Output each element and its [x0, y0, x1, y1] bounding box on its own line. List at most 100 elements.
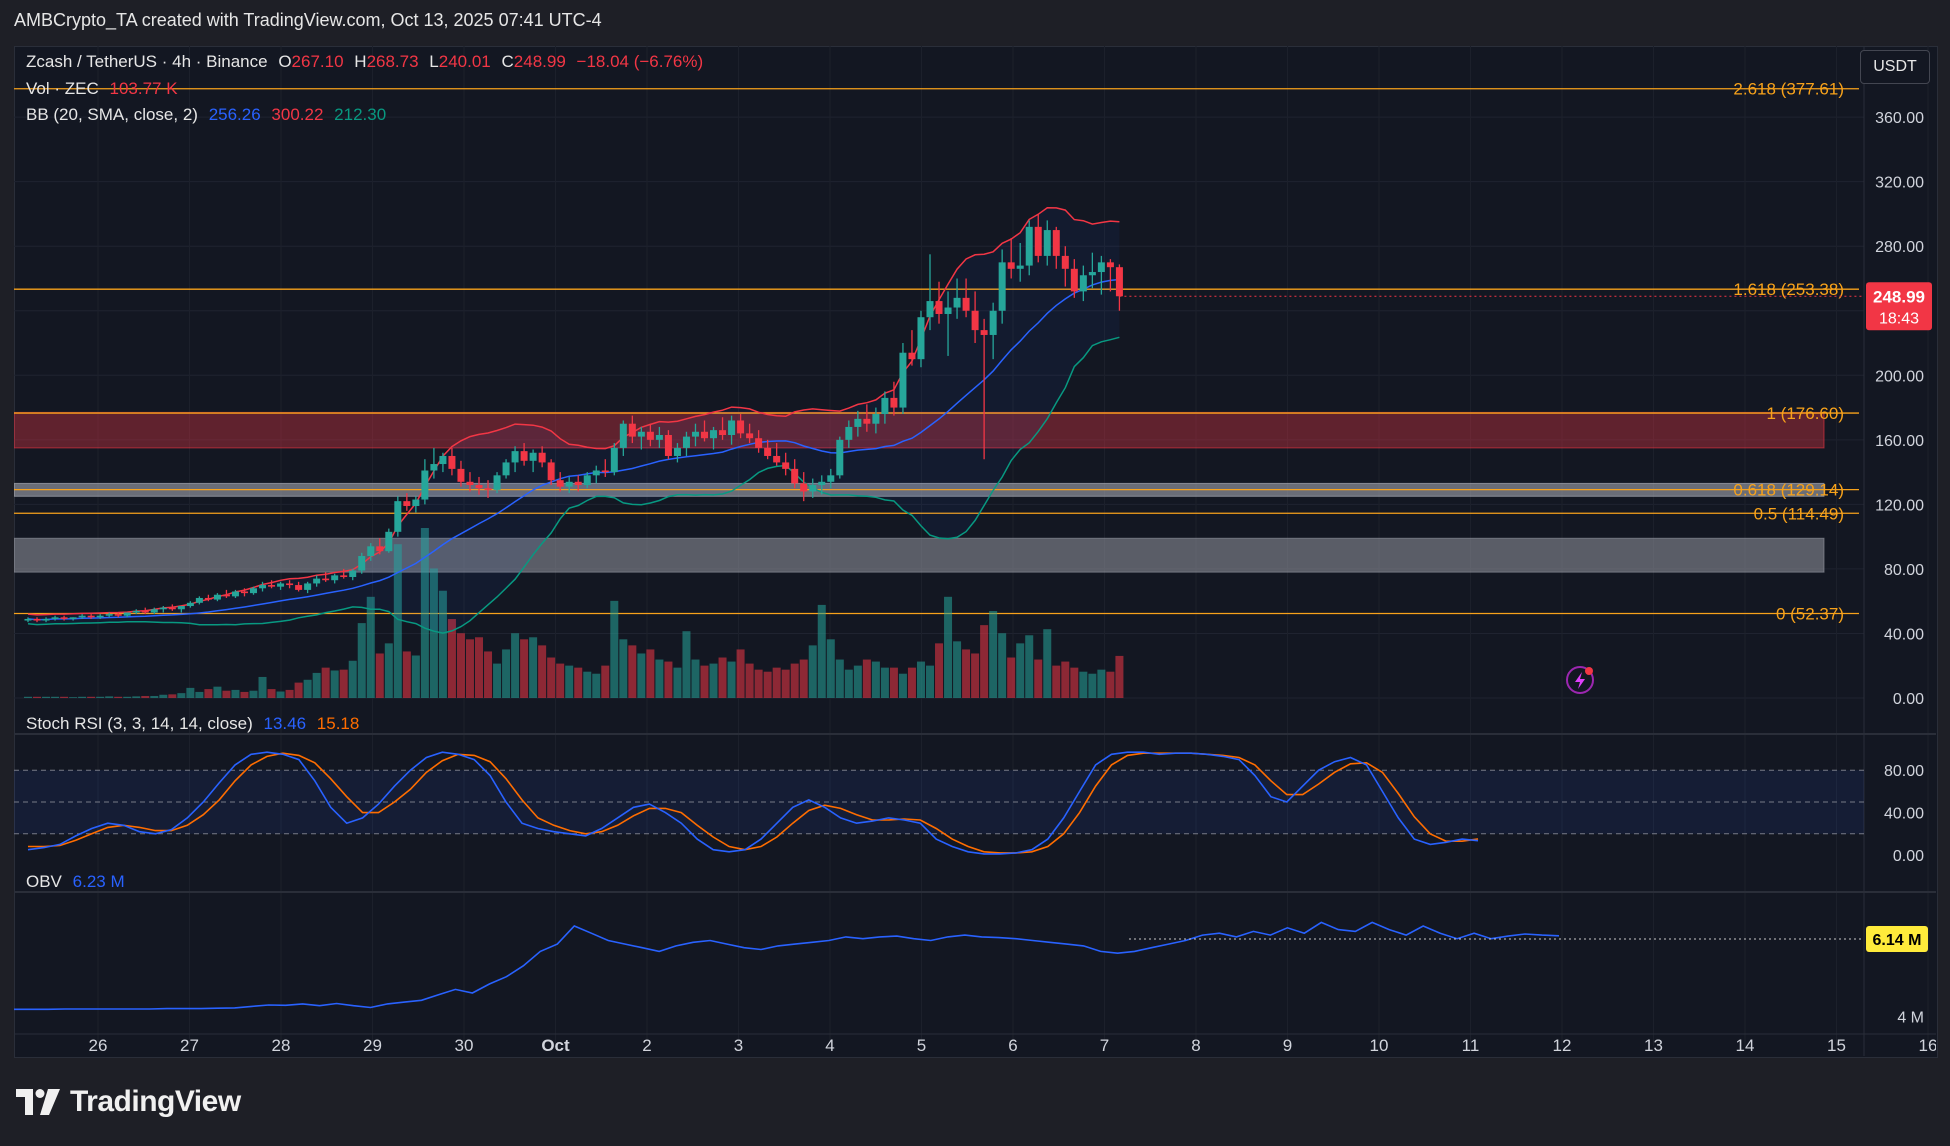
close-value: 248.99 — [513, 52, 566, 71]
volume-bar — [222, 690, 231, 698]
volume-bar — [745, 663, 754, 698]
candle-body — [493, 475, 501, 490]
volume-bar — [429, 568, 438, 698]
volume-bar — [1070, 667, 1079, 698]
price-axis-label: 0.00 — [1893, 691, 1924, 708]
candle-body — [250, 588, 257, 594]
candle-body — [547, 462, 555, 481]
candle-body — [42, 618, 50, 621]
fib-label: 1.618 (253.38) — [1733, 280, 1844, 299]
trading-chart[interactable]: 2.618 (377.61) 1.618 (253.38) 1 (176.60) 0.… — [14, 46, 1936, 1056]
candle-body — [917, 317, 925, 360]
resistance-zone — [14, 411, 1825, 449]
open-label: O — [278, 52, 292, 71]
volume-bar — [826, 639, 835, 698]
volume-bar — [339, 669, 348, 698]
obv-legend: OBV 6.23 M — [26, 872, 131, 892]
candle-body — [646, 431, 654, 440]
volume-bar — [817, 604, 826, 698]
volume-bar — [907, 667, 916, 698]
symbol-label[interactable]: Zcash / TetherUS · 4h · Binance — [26, 52, 268, 71]
volume-bar — [610, 600, 619, 698]
volume-bar — [321, 667, 330, 698]
candle-body — [295, 585, 303, 590]
candle-body — [520, 451, 528, 461]
stoch-k-line — [27, 751, 1479, 855]
candle-body — [809, 485, 817, 492]
volume-bar — [754, 669, 763, 698]
candle-body — [701, 431, 708, 439]
bb-label[interactable]: BB (20, SMA, close, 2) — [26, 105, 198, 124]
volume-bar — [691, 659, 700, 698]
volume-bar — [1052, 665, 1061, 698]
candle-body — [69, 617, 77, 619]
volume-bar — [123, 696, 132, 698]
bb-fill — [28, 207, 1120, 634]
currency-button[interactable]: USDT — [1860, 50, 1930, 84]
volume-value: 103.77 K — [109, 79, 178, 98]
candle-body — [222, 594, 230, 597]
candle-body — [439, 455, 447, 465]
candle-body — [204, 597, 212, 600]
candle-body — [331, 575, 339, 581]
candle-body — [1007, 262, 1015, 269]
obv-tag — [1866, 926, 1928, 953]
volume-bar — [556, 663, 565, 698]
volume-bar — [285, 689, 294, 698]
candle-body — [340, 575, 348, 577]
volume-bar — [1088, 673, 1097, 698]
volume-bar — [267, 689, 276, 698]
candle-body — [773, 455, 781, 463]
candle-body — [259, 585, 267, 589]
candle-body — [971, 310, 979, 331]
stoch-d-value: 15.18 — [316, 714, 360, 733]
candle-body — [682, 436, 690, 448]
volume-bar — [366, 596, 375, 698]
candle-body — [78, 615, 86, 618]
obv-line — [14, 921, 1560, 1011]
candle-body — [421, 470, 429, 500]
volume-bar — [880, 667, 889, 698]
volume-bar — [484, 651, 493, 698]
volume-bar — [1043, 629, 1052, 698]
fib-label: 0.5 (114.49) — [1754, 504, 1844, 523]
volume-bar — [511, 633, 520, 698]
candle-body — [457, 468, 465, 482]
candle-body — [60, 617, 68, 619]
volume-bar — [375, 653, 384, 698]
volume-bar — [420, 528, 429, 698]
candle-body — [899, 352, 907, 408]
candle-body — [96, 615, 104, 618]
volume-bar — [953, 641, 962, 698]
volume-bar — [772, 667, 781, 698]
volume-bar — [565, 665, 574, 698]
volume-bar — [971, 653, 980, 698]
candle-body — [132, 610, 140, 613]
obv-label[interactable]: OBV — [26, 872, 62, 891]
candle-body — [610, 447, 618, 473]
volume-bar — [1016, 643, 1025, 698]
candle-body — [574, 481, 582, 486]
candle-body — [908, 352, 916, 360]
volume-bar — [204, 689, 213, 698]
volume-bar — [105, 696, 114, 698]
volume-bar — [1097, 669, 1106, 698]
candle-body — [737, 420, 745, 434]
tradingview-logo[interactable]: TradingView — [16, 1082, 241, 1122]
stoch-axis-label: 0.00 — [1893, 848, 1924, 865]
obv-tag-value: 6.14 M — [1873, 932, 1922, 949]
volume-bar — [871, 661, 880, 698]
candle-body — [105, 614, 113, 616]
volume-bar — [601, 665, 610, 698]
candle-body — [556, 480, 564, 487]
candle-body — [583, 475, 591, 486]
volume-bar — [186, 687, 195, 698]
candle-body — [114, 614, 122, 616]
time-axis-label: 14 — [1736, 1036, 1755, 1055]
bb-lower-line — [27, 336, 1120, 634]
volume-bar — [231, 689, 240, 698]
volume-bar — [989, 610, 998, 698]
candle-body — [1106, 262, 1114, 268]
volume-label[interactable]: Vol · ZEC — [26, 79, 99, 98]
stoch-label[interactable]: Stoch RSI (3, 3, 14, 14, close) — [26, 714, 253, 733]
